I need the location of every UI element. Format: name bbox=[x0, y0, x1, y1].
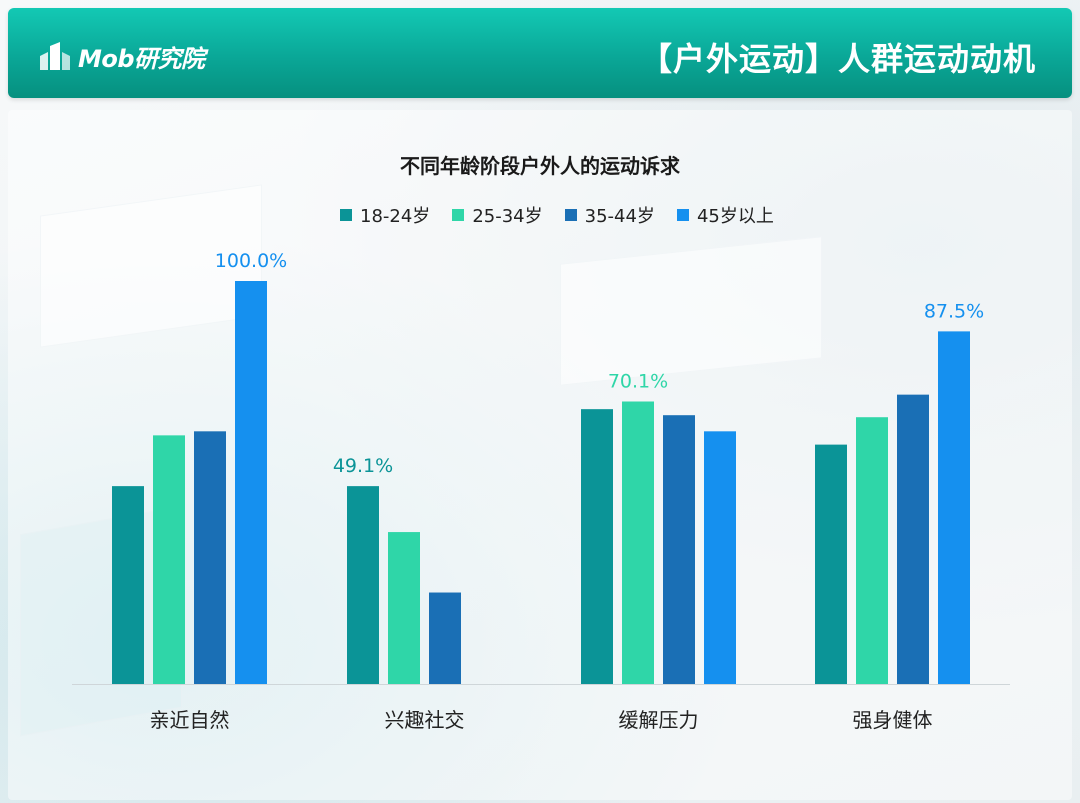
logo-text: Mob研究院 bbox=[78, 44, 205, 73]
bar-3-3 bbox=[663, 415, 695, 684]
bar-1-2 bbox=[347, 486, 379, 684]
legend-item: 45岁以上 bbox=[676, 202, 774, 228]
legend-swatch bbox=[564, 209, 577, 221]
bar-1-3 bbox=[581, 409, 613, 684]
chart-legend: 18-24岁 25-34岁 35-44岁 45岁以上 bbox=[340, 203, 796, 227]
legend-swatch bbox=[676, 209, 689, 221]
legend-label: 18-24岁 bbox=[360, 206, 431, 227]
bar-1-4 bbox=[815, 444, 847, 684]
bar-1-1 bbox=[112, 486, 144, 684]
category-label: 兴趣社交 bbox=[385, 708, 465, 732]
bar-3-2 bbox=[429, 592, 461, 684]
page-header: Mob研究院 【户外运动】人群运动动机 bbox=[8, 8, 1072, 98]
brand-logo: Mob研究院 bbox=[38, 36, 205, 76]
legend-label: 45岁以上 bbox=[696, 206, 774, 227]
legend-label: 35-44岁 bbox=[584, 206, 655, 227]
bar-2-3 bbox=[622, 401, 654, 684]
bar-2-4 bbox=[856, 417, 888, 684]
data-label: 87.5% bbox=[924, 300, 984, 322]
legend-swatch bbox=[452, 209, 465, 221]
legend-item: 18-24岁 bbox=[340, 202, 430, 228]
data-label: 70.1% bbox=[608, 370, 668, 392]
legend-swatch bbox=[340, 209, 352, 221]
bar-3-4 bbox=[897, 394, 929, 684]
bar-4-3 bbox=[704, 431, 736, 684]
chart-title: 不同年龄阶段户外人的运动诉求 bbox=[400, 154, 680, 178]
category-label: 缓解压力 bbox=[619, 708, 699, 732]
category-label: 亲近自然 bbox=[150, 708, 230, 732]
bar-4-1 bbox=[235, 281, 267, 684]
data-label: 100.0% bbox=[215, 250, 287, 272]
building-logo-icon bbox=[40, 42, 70, 70]
bar-2-2 bbox=[388, 532, 420, 684]
legend-label: 25-34岁 bbox=[472, 206, 543, 227]
bar-2-1 bbox=[153, 435, 185, 684]
category-label: 强身健体 bbox=[853, 708, 933, 732]
bar-4-4 bbox=[938, 331, 970, 684]
legend-item: 35-44岁 bbox=[564, 202, 655, 228]
bar-3-1 bbox=[194, 431, 226, 684]
data-label: 49.1% bbox=[333, 455, 393, 477]
legend-item: 25-34岁 bbox=[452, 202, 543, 228]
page-title: 【户外运动】人群运动动机 bbox=[639, 40, 1036, 78]
